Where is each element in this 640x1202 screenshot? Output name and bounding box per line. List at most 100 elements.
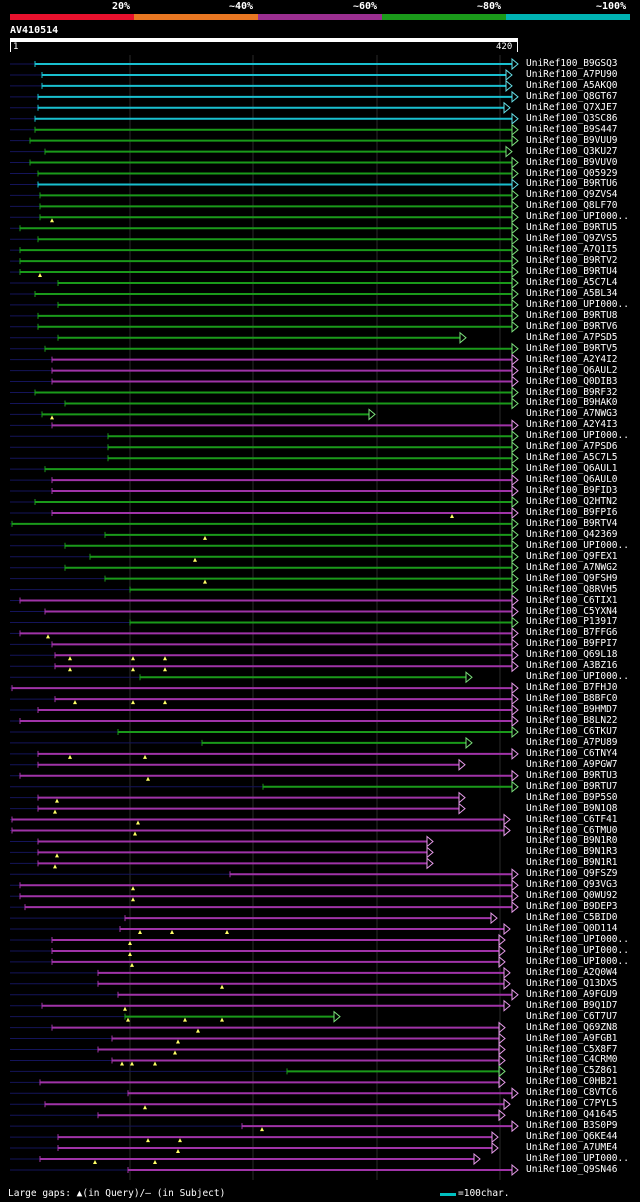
hit-row[interactable] (10, 1087, 519, 1100)
hit-row[interactable] (10, 112, 519, 125)
hit-label[interactable]: UniRef100_Q2HTN2 (526, 496, 618, 507)
hit-row[interactable] (10, 495, 519, 509)
hit-row[interactable] (10, 101, 511, 114)
hit-label[interactable]: UniRef100_Q69L18 (526, 649, 618, 661)
hit-label[interactable]: UniRef100_UPI000.. (526, 211, 629, 223)
hit-label[interactable]: UniRef100_Q3KU27 (526, 145, 618, 157)
hit-label[interactable]: UniRef100_Q9FSH9 (526, 572, 618, 584)
hit-label[interactable]: UniRef100_A2Q0W4 (526, 966, 618, 978)
hit-row[interactable] (10, 265, 519, 279)
hit-label[interactable]: UniRef100_B9VUV0 (526, 156, 618, 168)
hit-row[interactable] (10, 298, 519, 311)
hit-label[interactable]: UniRef100_C4CRM0 (526, 1054, 618, 1066)
hit-row[interactable] (10, 539, 519, 552)
hit-label[interactable]: UniRef100_UPI000.. (526, 934, 629, 945)
hit-row[interactable] (10, 1098, 511, 1111)
hit-label[interactable]: UniRef100_B9FPI6 (526, 506, 618, 518)
hit-row[interactable] (10, 331, 467, 344)
hit-row[interactable] (10, 189, 519, 202)
hit-row[interactable] (10, 244, 519, 257)
hit-label[interactable]: UniRef100_B9RTV4 (526, 517, 618, 529)
hit-label[interactable]: UniRef100_C6TNY4 (526, 747, 618, 759)
hit-label[interactable]: UniRef100_A7PU90 (526, 68, 618, 80)
hit-label[interactable]: UniRef100_C0HB21 (526, 1076, 618, 1088)
hit-row[interactable] (10, 233, 519, 246)
hit-label[interactable]: UniRef100_Q0D114 (526, 923, 618, 935)
hit-label[interactable]: UniRef100_B9N1R1 (526, 857, 618, 869)
hit-row[interactable] (10, 1141, 499, 1155)
hit-row[interactable] (10, 222, 519, 235)
hit-label[interactable]: UniRef100_B9FID3 (526, 485, 618, 497)
hit-row[interactable] (10, 441, 519, 454)
hit-row[interactable] (10, 714, 519, 728)
hit-label[interactable]: UniRef100_A5C7L4 (526, 277, 618, 288)
hit-label[interactable]: UniRef100_Q9ZVS5 (526, 233, 618, 245)
hit-label[interactable]: UniRef100_B9RTU5 (526, 222, 618, 234)
hit-label[interactable]: UniRef100_B9N1R0 (526, 835, 618, 847)
hit-row[interactable] (10, 944, 506, 958)
hit-row[interactable] (10, 397, 519, 410)
hit-row[interactable] (10, 1065, 506, 1078)
hit-label[interactable]: UniRef100_Q9FSZ9 (526, 868, 618, 880)
hit-row[interactable] (10, 857, 434, 870)
hit-label[interactable]: UniRef100_A2Y4I3 (526, 419, 618, 431)
hit-label[interactable]: UniRef100_B9RTU8 (526, 309, 618, 321)
hit-label[interactable]: UniRef100_C6TMU0 (526, 824, 618, 836)
hit-row[interactable] (10, 1163, 519, 1177)
hit-label[interactable]: UniRef100_C5BID0 (526, 912, 618, 924)
hit-label[interactable]: UniRef100_B8BFC0 (526, 693, 618, 705)
hit-label[interactable]: UniRef100_B9RTV5 (526, 342, 618, 354)
hit-label[interactable]: UniRef100_B9RTU3 (526, 769, 618, 781)
hit-row[interactable] (10, 1076, 506, 1089)
hit-label[interactable]: UniRef100_Q9FEX1 (526, 550, 618, 562)
hit-row[interactable] (10, 966, 511, 979)
hit-row[interactable] (10, 922, 511, 936)
hit-label[interactable]: UniRef100_B9RTU7 (526, 780, 618, 792)
hit-label[interactable]: UniRef100_Q69ZN8 (526, 1021, 618, 1033)
hit-row[interactable] (10, 977, 511, 990)
hit-row[interactable] (10, 649, 519, 662)
hit-label[interactable]: UniRef100_C6TF41 (526, 813, 618, 825)
hit-label[interactable]: UniRef100_Q7XJE7 (526, 101, 618, 113)
hit-label[interactable]: UniRef100_A7NWG2 (526, 561, 618, 573)
hit-row[interactable] (10, 276, 519, 290)
hit-row[interactable] (10, 79, 513, 92)
hit-row[interactable] (10, 813, 511, 826)
hit-label[interactable]: UniRef100_Q6AUL1 (526, 463, 618, 475)
hit-row[interactable] (10, 758, 466, 771)
hit-row[interactable] (10, 955, 506, 968)
hit-row[interactable] (10, 912, 498, 925)
hit-label[interactable]: UniRef100_B9N1Q8 (526, 802, 618, 814)
hit-label[interactable]: UniRef100_B9P5S0 (526, 791, 618, 803)
hit-label[interactable]: UniRef100_Q13DX5 (526, 977, 618, 989)
hit-label[interactable]: UniRef100_C8VTC6 (526, 1087, 618, 1099)
hit-label[interactable]: UniRef100_Q05929 (526, 167, 618, 179)
hit-row[interactable] (10, 1120, 519, 1133)
hit-row[interactable] (10, 703, 519, 717)
hit-row[interactable] (10, 835, 434, 848)
hit-label[interactable]: UniRef100_C6T7U7 (526, 1010, 618, 1022)
hit-label[interactable]: UniRef100_C5Z861 (526, 1065, 618, 1077)
hit-row[interactable] (10, 484, 519, 498)
hit-row[interactable] (10, 660, 519, 673)
hit-row[interactable] (10, 890, 519, 903)
hit-row[interactable] (10, 1131, 499, 1144)
hit-label[interactable]: UniRef100_A7NWG3 (526, 408, 618, 420)
hit-row[interactable] (10, 353, 519, 366)
hit-row[interactable] (10, 747, 519, 760)
hit-row[interactable] (10, 868, 519, 881)
hit-row[interactable] (10, 430, 519, 443)
hit-row[interactable] (10, 638, 519, 651)
hit-label[interactable]: UniRef100_A5C7L5 (526, 452, 618, 464)
hit-row[interactable] (10, 145, 513, 158)
hit-row[interactable] (10, 134, 519, 147)
hit-row[interactable] (10, 528, 519, 541)
hit-row[interactable] (10, 463, 519, 476)
hit-row[interactable] (10, 211, 519, 224)
hit-label[interactable]: UniRef100_Q9SN46 (526, 1163, 618, 1175)
hit-label[interactable]: UniRef100_UPI000.. (526, 539, 629, 551)
hit-label[interactable]: UniRef100_B9VUU9 (526, 134, 618, 146)
hit-row[interactable] (10, 1109, 506, 1122)
hit-row[interactable] (10, 605, 519, 618)
hit-label[interactable]: UniRef100_B9FPI7 (526, 638, 618, 650)
